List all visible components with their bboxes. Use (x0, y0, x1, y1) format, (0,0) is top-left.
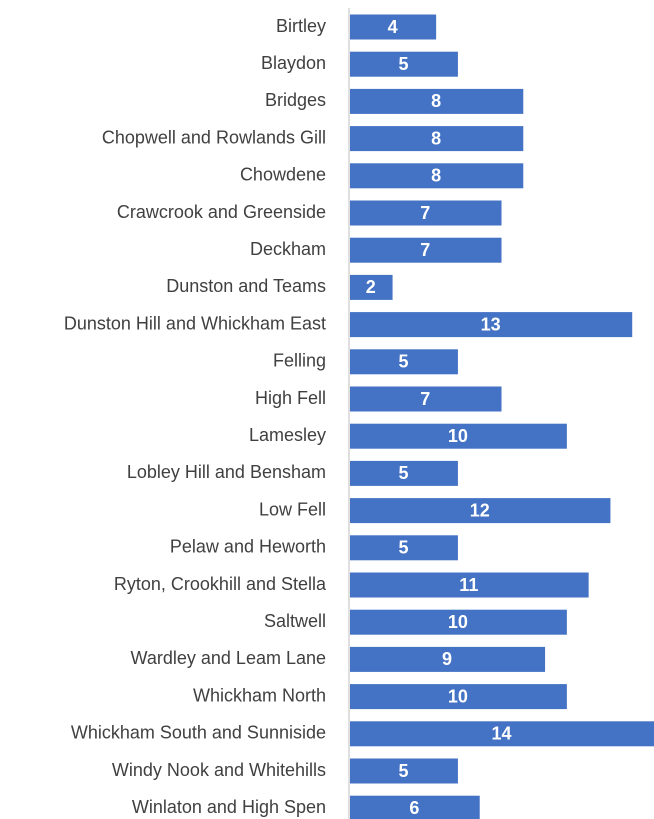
bar (350, 646, 546, 672)
category-label: Felling (273, 351, 326, 371)
category-label: Low Fell (259, 499, 326, 519)
bar (350, 88, 524, 114)
category-label: Saltwell (264, 611, 326, 631)
data-label: 13 (481, 314, 501, 334)
category-label: Lobley Hill and Bensham (127, 462, 326, 482)
bar (350, 126, 524, 152)
bar (350, 423, 567, 449)
data-label: 7 (420, 240, 430, 260)
data-label: 8 (431, 128, 441, 148)
category-label: Whickham South and Sunniside (71, 723, 326, 743)
bar (350, 460, 458, 486)
data-label: 7 (420, 203, 430, 223)
bar (350, 163, 524, 189)
bar (350, 237, 502, 263)
category-label: Winlaton and High Spen (132, 797, 326, 817)
bar (350, 200, 502, 226)
category-label: Bridges (265, 90, 326, 110)
data-label: 8 (431, 91, 441, 111)
bar (350, 758, 458, 784)
data-label: 7 (420, 389, 430, 409)
category-label: Deckham (250, 239, 326, 259)
bar (350, 609, 567, 635)
category-label: Lamesley (249, 425, 326, 445)
data-label: 10 (448, 426, 468, 446)
data-label: 9 (442, 649, 452, 669)
category-label: Chopwell and Rowlands Gill (102, 127, 326, 147)
data-label: 12 (470, 500, 490, 520)
category-label: Chowdene (240, 165, 326, 185)
bar (350, 349, 458, 375)
category-label: Crawcrook and Greenside (117, 202, 326, 222)
category-label: Blaydon (261, 53, 326, 73)
category-label: Dunston Hill and Whickham East (64, 313, 326, 333)
category-label: Ryton, Crookhill and Stella (114, 574, 327, 594)
data-label: 5 (398, 352, 408, 372)
data-label: 5 (398, 463, 408, 483)
data-label: 5 (398, 54, 408, 74)
data-label: 5 (398, 538, 408, 558)
bar (350, 386, 502, 412)
data-label: 10 (448, 612, 468, 632)
category-label: Birtley (276, 16, 326, 36)
data-label: 8 (431, 166, 441, 186)
bar (350, 312, 633, 338)
data-label: 10 (448, 686, 468, 706)
category-label: Wardley and Leam Lane (131, 648, 326, 668)
bar (350, 498, 611, 524)
data-label: 6 (409, 798, 419, 818)
data-label: 14 (491, 724, 511, 744)
category-label: Windy Nook and Whitehills (112, 760, 326, 780)
data-label: 2 (366, 277, 376, 297)
bar (350, 14, 437, 40)
category-label: Dunston and Teams (166, 276, 326, 296)
bar (350, 684, 567, 710)
bar (350, 535, 458, 561)
bar (350, 721, 654, 747)
bar (350, 795, 480, 819)
data-label: 5 (398, 761, 408, 781)
bar (350, 572, 589, 598)
bar (350, 51, 458, 77)
data-label: 11 (459, 575, 478, 595)
data-label: 4 (388, 17, 398, 37)
category-label: High Fell (255, 388, 326, 408)
category-label: Pelaw and Heworth (170, 537, 326, 557)
bar (350, 274, 393, 300)
category-label: Whickham North (193, 685, 326, 705)
